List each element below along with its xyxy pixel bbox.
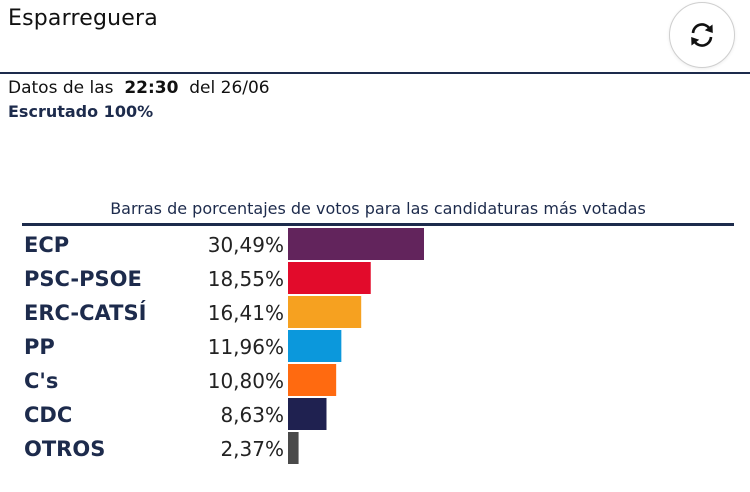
bar-row: PP 11,96% <box>24 330 342 362</box>
category-label: CDC <box>24 403 72 427</box>
bar <box>288 296 362 328</box>
refresh-button[interactable] <box>669 2 735 68</box>
value-label: 18,55% <box>208 267 284 291</box>
chart-title: Barras de porcentajes de votos para las … <box>110 199 646 218</box>
bar <box>288 262 371 294</box>
timestamp-time: 22:30 <box>124 78 179 98</box>
timestamp-date: del 26/06 <box>189 78 270 98</box>
category-label: PSC-PSOE <box>24 267 142 291</box>
bar <box>288 398 327 430</box>
refresh-icon <box>691 23 713 47</box>
bar-chart: ECP 30,49% PSC-PSOE 18,55% ERC-CATSÍ 16,41% PP… <box>24 228 424 464</box>
value-label: 10,80% <box>208 369 284 393</box>
bar <box>288 432 299 464</box>
chart-title-divider <box>22 223 734 226</box>
value-label: 8,63% <box>220 403 284 427</box>
timestamp-prefix: Datos de las <box>8 78 114 98</box>
category-label: C's <box>24 369 58 393</box>
value-label: 11,96% <box>208 335 284 359</box>
bar-row: OTROS 2,37% <box>24 432 299 464</box>
category-label: ECP <box>24 233 69 257</box>
bar-row: C's 10,80% <box>24 364 337 396</box>
value-label: 16,41% <box>208 301 284 325</box>
value-label: 30,49% <box>208 233 284 257</box>
data-timestamp: Datos de las 22:30 del 26/06 <box>8 78 270 98</box>
bar-row: PSC-PSOE 18,55% <box>24 262 371 294</box>
page-title: Esparreguera <box>8 6 158 31</box>
bar <box>288 364 337 396</box>
category-label: ERC-CATSÍ <box>24 300 147 325</box>
bar <box>288 228 424 260</box>
category-label: OTROS <box>24 437 105 461</box>
scrutiny-status: Escrutado 100% <box>8 102 154 121</box>
bar <box>288 330 342 362</box>
value-label: 2,37% <box>220 437 284 461</box>
bar-row: CDC 8,63% <box>24 398 327 430</box>
bar-row: ECP 30,49% <box>24 228 424 260</box>
bar-row: ERC-CATSÍ 16,41% <box>24 296 362 328</box>
header-divider <box>0 72 750 74</box>
category-label: PP <box>24 335 55 359</box>
